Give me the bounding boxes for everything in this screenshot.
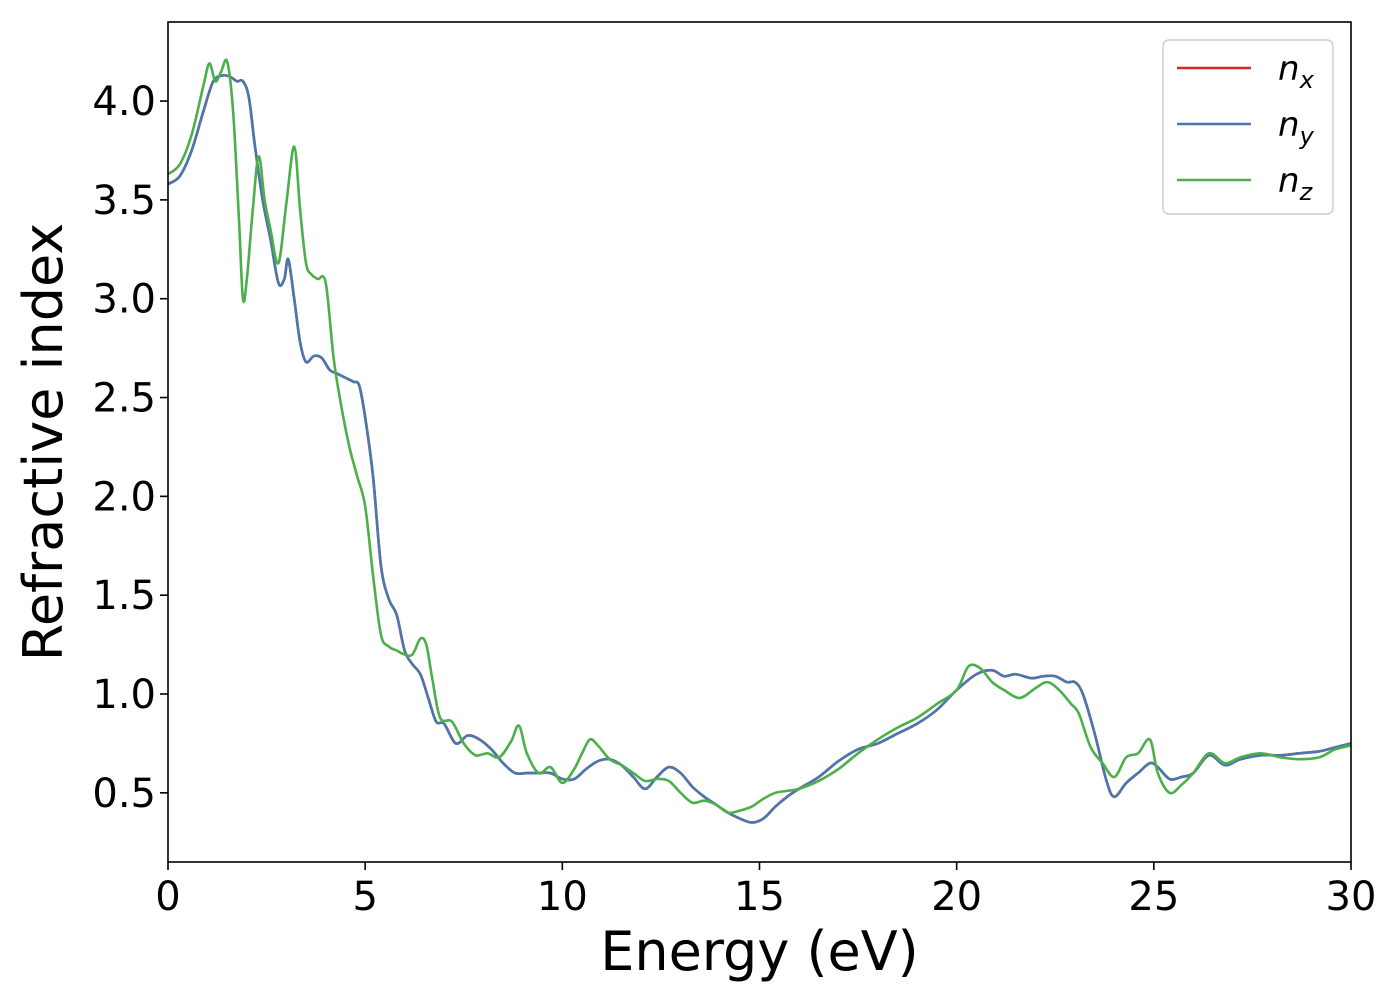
x-axis-label: Energy (eV)	[600, 920, 919, 983]
series-line-nz	[168, 58, 1351, 815]
y-tick-label: 1.0	[92, 672, 156, 718]
x-axis: 0 5 10 15 20 25 30	[155, 862, 1376, 920]
x-tick-label: 15	[734, 874, 785, 920]
legend-label-subscript: z	[1299, 178, 1314, 206]
x-tick-label: 5	[352, 874, 377, 920]
y-axis: 0.5 1.0 1.5 2.0 2.5 3.0 3.5 4.0	[92, 79, 168, 817]
x-tick-label: 25	[1128, 874, 1179, 920]
legend-box	[1162, 39, 1334, 215]
x-tick-label: 10	[537, 874, 588, 920]
legend-label-nx: nx	[1278, 49, 1315, 94]
y-tick-label: 2.0	[92, 474, 156, 520]
x-tick-label: 0	[155, 874, 180, 920]
y-tick-label: 2.5	[92, 376, 156, 422]
plot-background	[168, 22, 1351, 862]
legend-label-ny: ny	[1278, 105, 1315, 150]
x-tick-label: 30	[1326, 874, 1377, 920]
y-axis-label: Refractive index	[12, 223, 75, 662]
x-tick-label: 20	[931, 874, 982, 920]
legend-label-base: n	[1278, 49, 1300, 89]
y-tick-label: 3.0	[92, 277, 156, 323]
y-tick-label: 3.5	[92, 178, 156, 224]
y-tick-label: 4.0	[92, 79, 156, 125]
legend-label-subscript: x	[1299, 66, 1315, 94]
plot-area	[167, 21, 1352, 863]
legend-label-base: n	[1278, 161, 1300, 201]
legend-label-nz: nz	[1278, 161, 1314, 206]
series-layer	[168, 58, 1351, 824]
legend-label-base: n	[1278, 105, 1300, 145]
y-tick-label: 1.5	[92, 573, 156, 619]
legend-label-subscript: y	[1299, 122, 1315, 150]
y-tick-label: 0.5	[92, 771, 156, 817]
